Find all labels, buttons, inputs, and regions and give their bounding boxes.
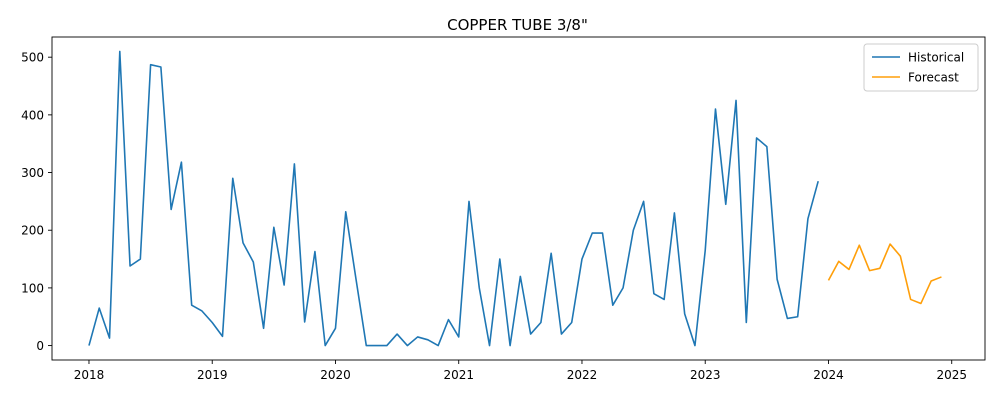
series-line-forecast [827, 243, 942, 305]
plot-area: 2018 2019 2020 2021 2022 2023 2024 2025 0 100 200 3… [21, 36, 986, 382]
series-line-historical [88, 50, 819, 347]
legend-box [863, 43, 979, 92]
x-tick-label: 2024 [813, 368, 844, 382]
plot-frame [51, 36, 986, 361]
y-tick-label: 400 [21, 108, 44, 122]
x-tick-label: 2021 [443, 368, 474, 382]
y-tick-label: 500 [21, 51, 44, 65]
x-tick-label: 2019 [197, 368, 228, 382]
x-tick-label: 2023 [690, 368, 721, 382]
x-tick-label: 2020 [320, 368, 351, 382]
y-tick-label: 300 [21, 166, 44, 180]
x-tick-label: 2022 [567, 368, 598, 382]
y-tick-label: 200 [21, 224, 44, 238]
x-tick-label: 2025 [936, 368, 967, 382]
y-tick-label: 100 [21, 281, 44, 295]
y-tick-label: 0 [36, 339, 44, 353]
chart-title: COPPER TUBE 3/8" [447, 16, 588, 34]
x-tick-label: 2018 [74, 368, 105, 382]
legend-label-historical: Historical [908, 51, 964, 65]
legend-label-forecast: Forecast [908, 71, 959, 85]
